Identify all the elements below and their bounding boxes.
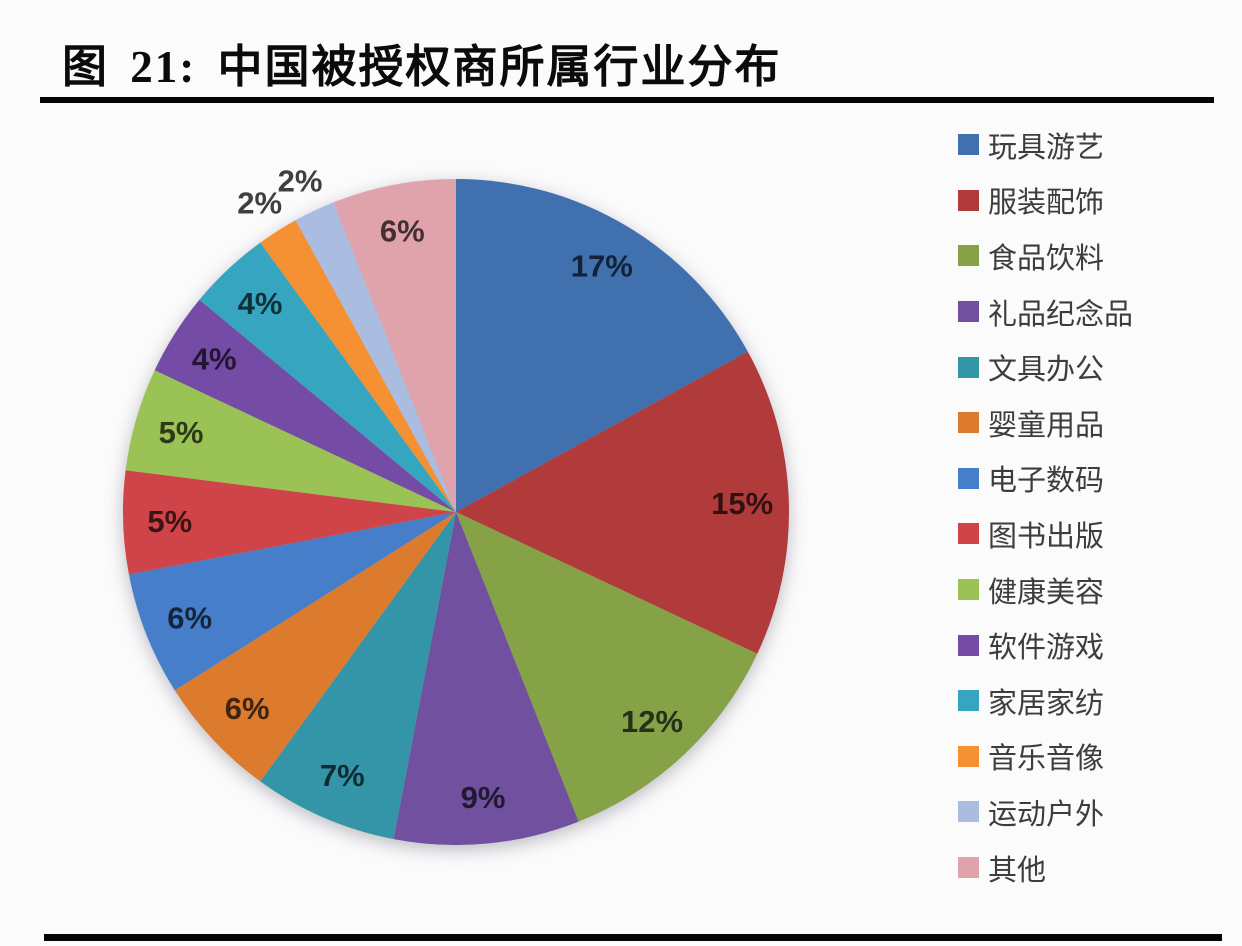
title-rule (40, 97, 1214, 103)
legend-swatch (958, 467, 979, 489)
legend-item: 文具办公 (958, 339, 1240, 395)
legend-swatch (958, 857, 979, 879)
pie-slice-label: 2% (237, 186, 282, 221)
pie-slice (174, 512, 457, 782)
legend-item: 运动户外 (958, 784, 1240, 840)
legend-swatch (958, 634, 979, 656)
pie-slices-group (122, 179, 789, 845)
legend-label: 图书出版 (988, 520, 1105, 553)
pie-slice-label: 5% (159, 415, 204, 450)
legend-item: 食品饮料 (958, 228, 1240, 284)
pie-slice-label: 6% (167, 600, 212, 635)
legend-label: 玩具游艺 (988, 131, 1105, 164)
legend-item: 软件游戏 (958, 617, 1240, 673)
pie-slice-label: 12% (621, 704, 683, 739)
legend-swatch (958, 579, 979, 601)
pie-slice (456, 179, 748, 512)
legend-label: 婴童用品 (988, 409, 1105, 442)
legend-item: 礼品纪念品 (958, 284, 1240, 340)
pie-slice-label: 4% (192, 342, 237, 377)
pie-slice (393, 512, 579, 845)
pie-slice (122, 470, 456, 575)
pie-slice (199, 242, 456, 512)
pie-slice-label: 5% (147, 504, 192, 539)
legend-label: 健康美容 (988, 576, 1105, 609)
legend-swatch (958, 134, 979, 156)
legend-label: 食品饮料 (988, 242, 1105, 275)
pie-slice (154, 299, 456, 512)
legend-label: 文具办公 (988, 354, 1105, 387)
legend-swatch (958, 801, 979, 823)
pie-slice-label: 6% (380, 214, 425, 249)
pie-labels-group: 17% 15% 12% 9% 7% 6% 6% 5% 5% 4%4% 2%2% 6% (147, 164, 773, 815)
pie-slice (295, 202, 456, 512)
legend-item: 电子数码 (958, 451, 1240, 507)
legend-item: 图书出版 (958, 506, 1240, 562)
pie-slice (125, 370, 456, 512)
legend-swatch (958, 356, 979, 378)
legend-swatch (958, 412, 979, 434)
legend-item: 服装配饰 (958, 173, 1240, 229)
legend-item: 婴童用品 (958, 395, 1240, 451)
pie-slice (260, 512, 456, 840)
legend-swatch (958, 245, 979, 267)
pie-chart: 17% 15% 12% 9% 7% 6% 6% 5% 5% 4%4% 2%2% 6% (122, 164, 789, 845)
pie-slice (128, 512, 456, 691)
legend-swatch (958, 690, 979, 712)
legend-swatch (958, 523, 979, 545)
pie-slice (456, 351, 789, 654)
figure-title: 图 21: 中国被授权商所属行业分布 (62, 42, 782, 92)
legend-label: 运动户外 (988, 798, 1105, 831)
legend-item: 玩具游艺 (958, 117, 1240, 173)
legend-label: 服装配饰 (988, 187, 1105, 220)
pie-slice-label: 4% (238, 286, 283, 321)
pie-slice (333, 179, 456, 512)
legend: 玩具游艺服装配饰食品饮料礼品纪念品文具办公婴童用品电子数码图书出版健康美容软件游… (958, 117, 1240, 895)
legend-item: 家居家纺 (958, 673, 1240, 729)
legend-item: 其他 (958, 840, 1240, 896)
pie-slice-label: 7% (320, 758, 365, 793)
legend-swatch (958, 189, 979, 211)
pie-slice (260, 220, 456, 512)
legend-label: 礼品纪念品 (988, 298, 1134, 331)
legend-label: 音乐音像 (988, 743, 1105, 776)
pie-slice-label: 15% (711, 486, 773, 521)
legend-label: 家居家纺 (988, 687, 1105, 720)
legend-swatch (958, 301, 979, 323)
pie-slice-label: 6% (225, 691, 270, 726)
pie-slice-label: 17% (571, 249, 633, 284)
pie-slice (456, 512, 758, 822)
legend-item: 音乐音像 (958, 729, 1240, 785)
legend-item: 健康美容 (958, 562, 1240, 618)
bottom-rule (44, 934, 1222, 941)
legend-label: 软件游戏 (988, 632, 1105, 665)
pie-slice-label: 2% (278, 164, 323, 199)
legend-label: 电子数码 (988, 465, 1105, 498)
pie-slice-label: 9% (461, 780, 506, 815)
legend-swatch (958, 745, 979, 767)
legend-label: 其他 (988, 854, 1047, 887)
